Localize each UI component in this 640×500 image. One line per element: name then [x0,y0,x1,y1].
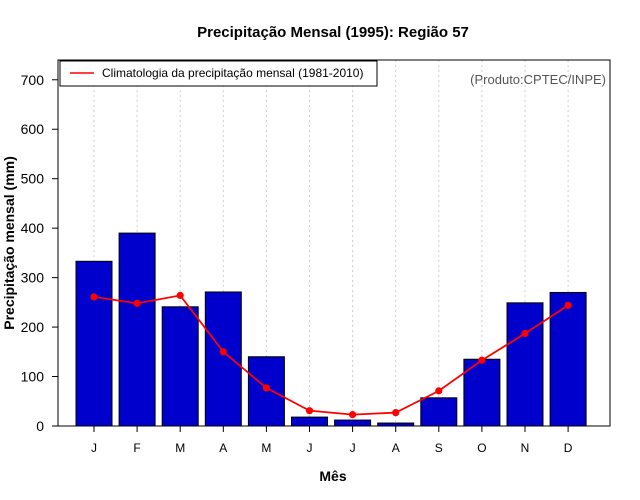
climatology-point-4 [262,384,270,392]
y-tick-label-6: 600 [21,121,45,137]
x-axis-label: Mês [319,468,346,484]
x-tick-label-7: A [392,441,400,455]
legend-entry-climatology: Climatologia da precipitação mensal (198… [102,66,363,80]
climatology-point-0 [90,293,98,301]
y-tick-label-7: 700 [21,72,45,88]
climatology-point-10 [521,329,529,338]
y-axis-label: Precipitação mensal (mm) [1,156,17,330]
x-tick-label-1: F [133,441,140,455]
climatology-line [93,294,569,416]
bar-D-11 [549,291,587,427]
x-tick-label-10: N [521,441,530,455]
x-tick-label-8: S [435,441,443,455]
x-tick-label-3: A [219,441,227,455]
bar-J-6 [334,419,372,427]
bar-A-3 [204,291,242,427]
legend: Climatologia da precipitação mensal (198… [59,60,378,87]
bar-O-9 [463,358,501,427]
climatology-point-9 [478,356,486,364]
climatology-line-series [90,291,572,419]
bar-M-2 [161,306,199,427]
y-tick-label-5: 500 [21,171,45,187]
climatology-point-5 [305,407,314,415]
plot-area-frame [57,59,611,427]
climatology-point-3 [219,348,227,356]
climatology-point-8 [435,387,443,395]
bar-J-0 [75,260,113,427]
x-tick-label-9: O [477,441,486,455]
climatology-point-2 [176,291,184,300]
x-tick-label-4: M [261,441,271,455]
climatology-point-1 [133,299,141,307]
bar-S-8 [420,397,458,427]
climatology-point-6 [349,411,357,419]
y-tick-label-0: 0 [36,418,44,434]
bar-J-5 [291,416,328,427]
climatology-point-11 [564,301,572,309]
y-tick-label-4: 400 [21,220,45,236]
x-tick-label-6: J [350,441,356,455]
climatology-point-7 [392,409,400,417]
y-tick-label-3: 300 [21,270,45,286]
y-tick-label-1: 100 [21,369,45,385]
bar-series [75,232,587,427]
y-axis: 0 100 200 300 400 500 600 700 [21,72,58,434]
legend-box [59,60,378,87]
bar-F-1 [118,232,156,427]
x-tick-label-0: J [91,441,97,455]
x-tick-label-2: M [175,441,185,455]
chart-title: Precipitação Mensal (1995): Região 57 [197,24,469,41]
credit-text: (Produto:CPTEC/INPE) [470,72,606,87]
bar-N-10 [506,302,544,427]
y-tick-label-2: 200 [21,319,45,335]
x-tick-label-11: D [564,441,573,455]
x-tick-label-5: J [307,441,313,455]
